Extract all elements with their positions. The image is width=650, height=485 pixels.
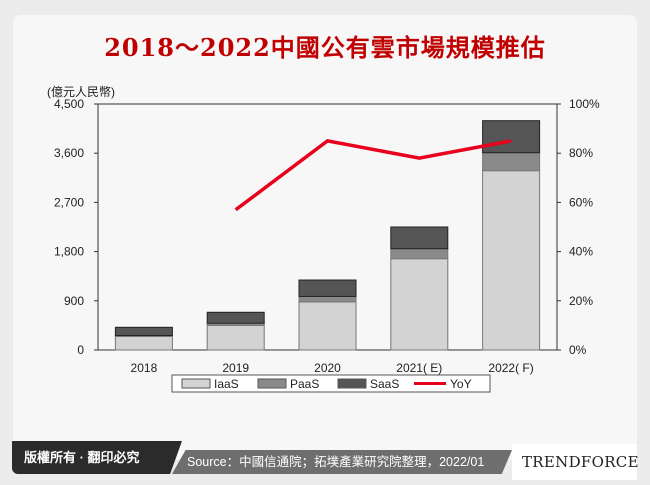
x-tick-label: 2020 <box>314 361 341 375</box>
bar-iaas <box>298 301 357 351</box>
bar-paas <box>298 295 357 303</box>
logo-text: TRENDFORCE <box>522 453 639 471</box>
y2-tick-label: 20% <box>569 294 593 308</box>
x-tick-label: 2021( E) <box>396 361 442 375</box>
legend-swatch-saas <box>337 378 367 389</box>
y2-tick-label: 60% <box>569 195 593 209</box>
legend-label-saas: SaaS <box>370 377 399 391</box>
y2-tick-label: 80% <box>569 146 593 160</box>
y2-tick-label: 100% <box>569 97 600 111</box>
trendforce-logo: TRENDFORCE <box>512 444 639 480</box>
y-tick-label: 1,800 <box>54 245 84 259</box>
bar-paas <box>390 248 449 260</box>
legend-swatch-paas <box>257 378 287 389</box>
bar-iaas <box>114 335 173 351</box>
bar-saas <box>390 226 449 250</box>
y-tick-label: 4,500 <box>54 97 84 111</box>
legend-label-yoy: YoY <box>450 377 472 391</box>
chart: (億元人民幣) 0 900 1,800 2,700 3,600 4,500 0% 20% 40%… <box>47 85 600 393</box>
chart-title: 2018～2022中國公有雲市場規模推估 <box>104 33 546 62</box>
bar-iaas <box>206 324 265 351</box>
y-tick-label: 900 <box>64 294 84 308</box>
x-tick-label: 2022( F) <box>488 361 533 375</box>
source-note: Source：中國信通院；拓墣產業研究院整理，2022/01 <box>172 450 512 474</box>
y-axis-label: (億元人民幣) <box>47 85 115 99</box>
bar-saas <box>114 326 173 337</box>
y2-tick-label: 40% <box>569 245 593 259</box>
legend-box <box>171 374 491 393</box>
y-tick-label: 3,600 <box>54 146 84 160</box>
legend-label-paas: PaaS <box>290 377 319 391</box>
legend-label-iaas: IaaS <box>214 377 239 391</box>
bar-iaas <box>390 258 449 351</box>
bar-saas <box>482 120 541 154</box>
y-tick-label: 2,700 <box>54 195 84 209</box>
x-tick-label: 2018 <box>131 361 158 375</box>
bar-iaas <box>482 170 541 351</box>
y2-tick-label: 0% <box>569 343 587 357</box>
x-tick-label: 2019 <box>222 361 249 375</box>
y-tick-label: 0 <box>77 343 84 357</box>
yoy-line <box>234 139 512 212</box>
bar-saas <box>298 279 357 297</box>
bar-paas <box>482 152 541 172</box>
legend-swatch-iaas <box>181 378 211 389</box>
copyright-notice: 版權所有 · 翻印必究 <box>12 441 182 474</box>
bar-saas <box>206 311 265 324</box>
